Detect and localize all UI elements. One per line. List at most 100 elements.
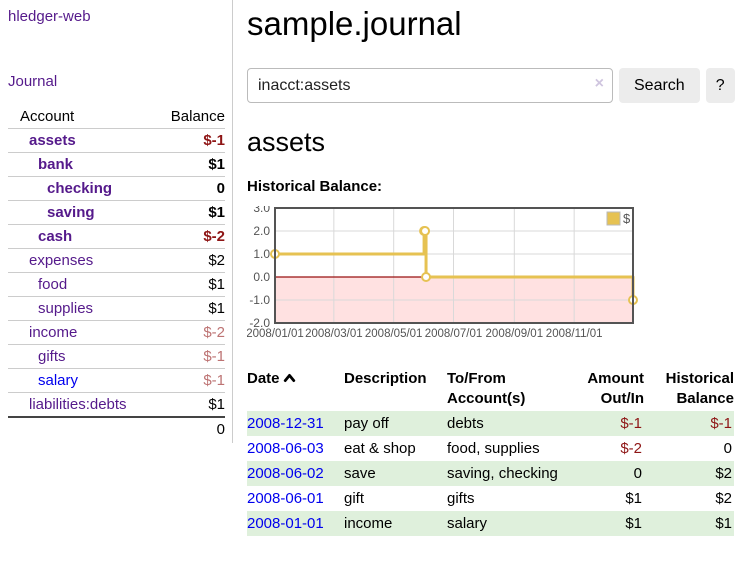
- search-input-wrap: ×: [247, 68, 613, 103]
- y-tick-label: 2.0: [253, 224, 270, 238]
- account-balance: $1: [156, 296, 225, 321]
- transaction-description: gift: [344, 490, 365, 507]
- y-tick-label: 3.0: [253, 206, 270, 215]
- x-tick-label: 2008/07/01: [425, 328, 483, 340]
- register-head-row: Date Description To/From Account(s) Amount Ou…: [247, 367, 734, 411]
- accounts-col-account: Account: [20, 108, 75, 125]
- account-link[interactable]: liabilities:debts: [29, 396, 127, 413]
- sidebar: hledger-web Journal Account Balance asse…: [0, 0, 233, 443]
- account-link[interactable]: income: [29, 324, 78, 341]
- sort-asc-icon: [283, 374, 295, 382]
- register-col-date-sort[interactable]: Date: [247, 367, 344, 411]
- register-table: Date Description To/From Account(s) Amount Ou…: [247, 367, 734, 536]
- transaction-date-link[interactable]: 2008-06-03: [247, 440, 324, 457]
- transaction-balance: $2: [644, 461, 734, 486]
- accounts-col-balance: Balance: [170, 108, 225, 125]
- transaction-date-link[interactable]: 2008-06-01: [247, 490, 324, 507]
- register-row: 2008-12-31 pay off debts $-1 $-1: [247, 411, 734, 436]
- x-tick-label: 2008/01/01: [247, 328, 304, 340]
- search-bar: × Search ?: [247, 68, 742, 103]
- register-col-header: Amount Out/In: [587, 370, 644, 407]
- account-link[interactable]: food: [38, 276, 68, 293]
- transaction-accounts: food, supplies: [447, 440, 540, 457]
- transaction-amount: $-2: [620, 440, 642, 457]
- accounts-total-value: 0: [156, 416, 225, 441]
- y-tick-label: 0.0: [253, 270, 270, 284]
- account-row: cash $-2: [8, 224, 225, 249]
- account-row: gifts $-1: [8, 344, 225, 369]
- account-row: salary $-1: [8, 368, 225, 393]
- search-button[interactable]: Search: [619, 68, 700, 103]
- account-link[interactable]: salary: [38, 372, 79, 389]
- account-row: saving $1: [8, 200, 225, 225]
- register-tbody: 2008-12-31 pay off debts $-1 $-1 2008-06-03 ea…: [247, 411, 734, 536]
- register-row: 2008-06-03 eat & shop food, supplies $-2 0: [247, 436, 734, 461]
- account-link[interactable]: saving: [47, 204, 95, 221]
- transaction-date-link[interactable]: 2008-06-02: [247, 465, 324, 482]
- account-link[interactable]: supplies: [38, 300, 94, 317]
- y-tick-label: -1.0: [249, 293, 270, 307]
- transaction-accounts: debts: [447, 411, 572, 436]
- account-heading: assets: [247, 127, 326, 157]
- transaction-description: eat & shop: [344, 440, 416, 457]
- transaction-balance: $1: [644, 511, 734, 536]
- transaction-balance: $-1: [644, 411, 734, 436]
- account-balance: $-1: [156, 344, 225, 369]
- y-tick-label: 1.0: [253, 247, 270, 261]
- transaction-description: save: [344, 461, 447, 486]
- account-row: assets $-1: [8, 128, 225, 153]
- account-balance: $-1: [156, 368, 225, 393]
- account-row: food $1: [8, 272, 225, 297]
- transaction-description: income: [344, 511, 447, 536]
- x-tick-label: 2008/11/01: [546, 328, 603, 340]
- register-col-header: Historical Balance: [665, 370, 734, 407]
- transaction-balance: 0: [723, 440, 732, 457]
- account-row: checking 0: [8, 176, 225, 201]
- x-tick-label: 2008/05/01: [365, 328, 423, 340]
- transaction-amount: 0: [572, 461, 644, 486]
- legend-label: $: [623, 211, 631, 226]
- register-row: 2008-01-01 income salary $1 $1: [247, 511, 734, 536]
- accounts-tbody: assets $-1 bank $1 checking 0 saving $1 cash $-2 e…: [8, 128, 225, 417]
- register-row: 2008-06-01 gift gifts $1 $2: [247, 486, 734, 511]
- register-col-header: To/From Account(s): [447, 370, 526, 407]
- data-point: [420, 226, 431, 236]
- plot-border: [274, 207, 634, 324]
- y-tick-label: -2.0: [249, 316, 270, 330]
- account-link[interactable]: cash: [38, 228, 73, 245]
- accounts-header-row: Account Balance: [8, 105, 225, 129]
- accounts-total-row: 0: [8, 416, 225, 441]
- account-row: income $-2: [8, 320, 225, 345]
- transaction-amount: $-1: [572, 411, 644, 436]
- x-tick-label: 2008/03/01: [305, 328, 363, 340]
- transaction-amount: $1: [572, 511, 644, 536]
- account-balance: $-1: [156, 128, 225, 153]
- account-balance: $2: [156, 248, 225, 273]
- account-balance: 0: [156, 176, 225, 201]
- account-row: expenses $2: [8, 248, 225, 273]
- account-link[interactable]: checking: [47, 180, 113, 197]
- clear-icon[interactable]: ×: [594, 75, 604, 92]
- transaction-date-link[interactable]: 2008-01-01: [247, 515, 324, 532]
- transaction-description: pay off: [344, 411, 447, 436]
- search-input[interactable]: [247, 68, 613, 103]
- account-link[interactable]: expenses: [29, 252, 94, 269]
- account-row: liabilities:debts $1: [8, 392, 225, 417]
- account-link[interactable]: assets: [29, 132, 76, 149]
- transaction-date-link[interactable]: 2008-12-31: [247, 415, 324, 432]
- account-row: supplies $1: [8, 296, 225, 321]
- app-title-link[interactable]: hledger-web: [8, 8, 91, 25]
- transaction-balance: $2: [715, 490, 732, 507]
- account-balance: $1: [156, 152, 225, 177]
- sidebar-item-journal[interactable]: Journal: [8, 73, 58, 90]
- transaction-accounts: gifts: [447, 490, 475, 507]
- register-col-header: Description: [344, 370, 427, 387]
- account-balance: $-2: [156, 320, 225, 345]
- account-balance: $-2: [156, 224, 225, 249]
- account-link[interactable]: bank: [38, 156, 74, 173]
- help-button[interactable]: ?: [705, 68, 735, 103]
- account-link[interactable]: gifts: [38, 348, 66, 365]
- account-balance: $1: [156, 392, 225, 417]
- main-content: sample.journal × Search ? assets Histori…: [247, 0, 742, 536]
